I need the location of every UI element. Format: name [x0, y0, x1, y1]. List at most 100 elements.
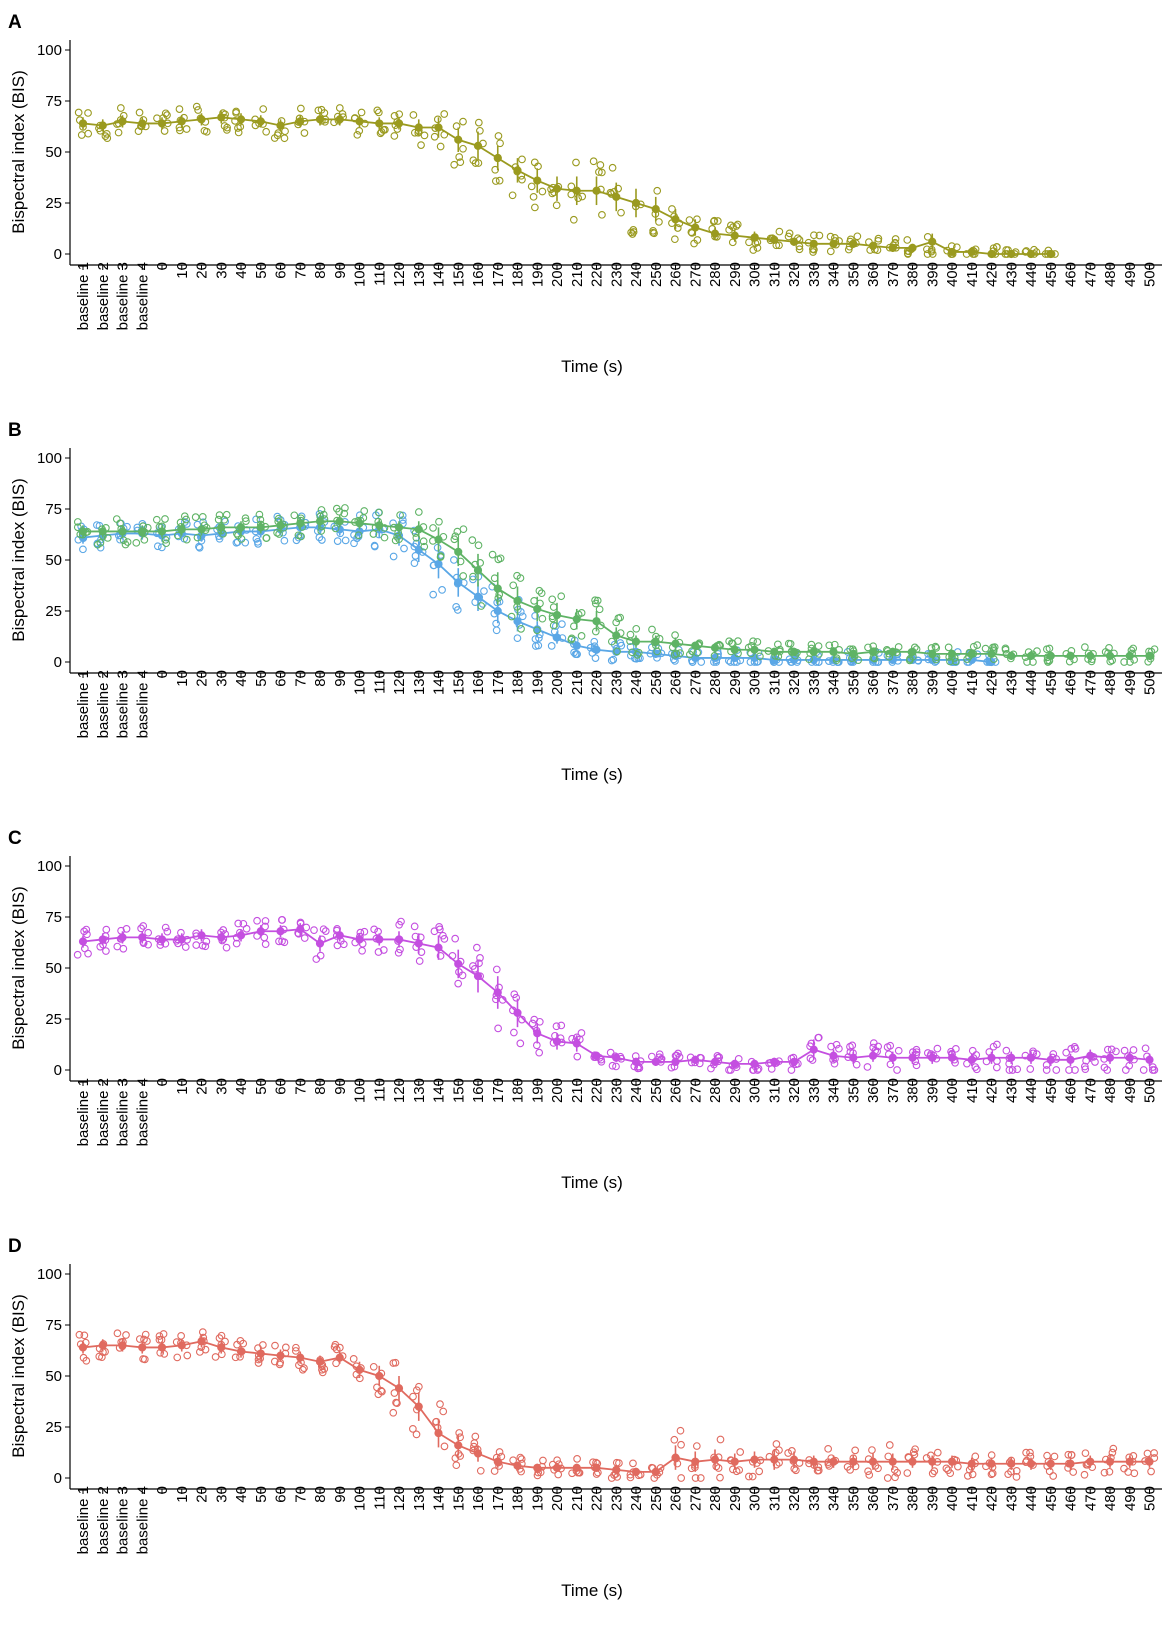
x-tick-label: 120: [391, 670, 408, 695]
raw-point: [254, 540, 262, 548]
x-tick-label: baseline 2: [95, 1078, 112, 1146]
mean-point: [908, 243, 917, 252]
mean-point: [868, 1457, 878, 1466]
raw-point: [211, 1353, 220, 1361]
raw-point: [390, 132, 399, 140]
x-tick-label: 460: [1063, 670, 1080, 695]
mean-point: [710, 229, 720, 238]
raw-point: [494, 1024, 502, 1033]
raw-point: [420, 131, 429, 140]
y-tick-label: 50: [45, 1368, 62, 1385]
raw-point: [572, 158, 580, 167]
raw-point: [538, 187, 547, 196]
raw-point: [851, 1446, 860, 1455]
mean-point: [315, 517, 325, 526]
mean-point: [552, 633, 562, 642]
raw-point: [677, 1440, 685, 1449]
x-tick-label: 490: [1122, 670, 1139, 695]
raw-point: [968, 1470, 977, 1479]
raw-point: [729, 223, 737, 231]
raw-point: [805, 655, 813, 664]
raw-point: [73, 518, 82, 526]
x-tick-label: 380: [905, 1486, 922, 1511]
raw-point: [494, 555, 503, 564]
y-tick-label: 0: [54, 246, 62, 263]
mean-point: [770, 1057, 779, 1066]
raw-point: [161, 515, 169, 523]
mean-point: [552, 1037, 562, 1046]
raw-point: [436, 952, 445, 960]
mean-point: [276, 521, 285, 530]
mean-point: [473, 1449, 483, 1458]
x-tick-label: baseline 1: [75, 1078, 92, 1146]
raw-point: [558, 620, 566, 628]
mean-point: [118, 117, 127, 126]
raw-point: [942, 1464, 951, 1473]
raw-point: [159, 1330, 168, 1338]
mean-point: [612, 192, 621, 201]
raw-point: [433, 543, 442, 552]
raw-point: [890, 1466, 899, 1474]
raw-point: [492, 965, 501, 974]
raw-point: [1103, 1066, 1112, 1074]
x-tick-label: 310: [766, 670, 783, 695]
x-tick-label: 70: [292, 670, 309, 687]
raw-point: [454, 979, 463, 988]
mean-point: [513, 596, 522, 605]
raw-point: [710, 216, 719, 225]
raw-point: [155, 1332, 164, 1340]
mean-point: [849, 649, 858, 658]
mean-point: [236, 115, 246, 124]
raw-point: [280, 536, 289, 545]
raw-point: [430, 927, 439, 936]
mean-point: [789, 647, 799, 656]
raw-point: [1121, 1066, 1130, 1074]
x-tick-label: 330: [806, 1078, 823, 1103]
x-tick-label: 80: [312, 262, 329, 279]
raw-point: [414, 508, 423, 516]
mean-point: [513, 617, 522, 626]
mean-point: [355, 935, 364, 944]
raw-point: [259, 1341, 267, 1349]
mean-point: [256, 523, 265, 532]
x-tick-label: 230: [608, 1486, 625, 1511]
x-tick-label: 340: [826, 262, 843, 287]
raw-point: [863, 1063, 872, 1071]
raw-point: [275, 937, 283, 946]
raw-point: [1141, 1044, 1150, 1053]
x-tick-label: 240: [628, 670, 645, 695]
raw-point: [1069, 1468, 1078, 1476]
mean-point: [1026, 1053, 1036, 1062]
raw-point: [233, 529, 241, 538]
raw-point: [1052, 1066, 1061, 1074]
x-tick-label: 260: [668, 262, 685, 287]
raw-point: [933, 1044, 942, 1053]
x-tick-label: 440: [1023, 262, 1040, 287]
mean-point: [1105, 1457, 1115, 1466]
mean-point: [789, 1455, 799, 1464]
mean-point: [552, 610, 562, 620]
raw-point: [73, 523, 82, 532]
mean-point: [750, 233, 759, 242]
raw-point: [409, 1425, 417, 1433]
raw-point: [335, 507, 343, 516]
mean-point: [157, 1343, 167, 1352]
raw-point: [784, 1449, 792, 1457]
raw-point: [215, 511, 224, 519]
raw-point: [377, 128, 386, 136]
raw-point: [390, 112, 399, 120]
raw-point: [767, 1065, 776, 1073]
raw-point: [874, 236, 883, 245]
raw-point: [557, 592, 566, 601]
raw-point: [80, 1331, 89, 1340]
raw-point: [832, 1040, 841, 1049]
raw-point: [923, 232, 932, 241]
raw-point: [972, 1065, 981, 1074]
y-tick-label: 100: [37, 858, 62, 875]
mean-point: [493, 606, 502, 616]
raw-point: [400, 544, 408, 553]
mean-point: [987, 1459, 996, 1468]
x-tick-label: 420: [984, 670, 1001, 695]
raw-point: [612, 618, 621, 627]
